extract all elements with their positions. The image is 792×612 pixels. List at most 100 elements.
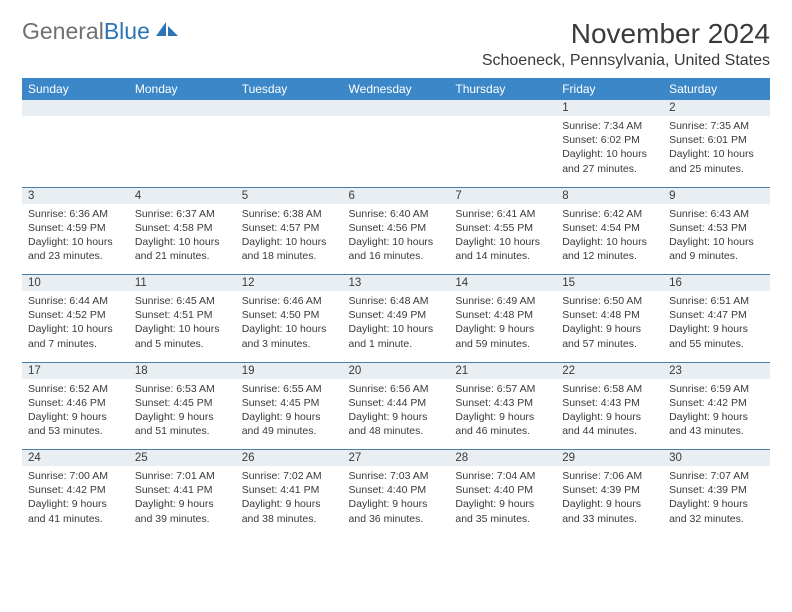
- day-cell: Sunrise: 6:48 AMSunset: 4:49 PMDaylight:…: [343, 291, 450, 362]
- day-line: and 33 minutes.: [562, 512, 657, 526]
- day-line: Daylight: 10 hours: [349, 322, 444, 336]
- day-number: [129, 100, 236, 116]
- day-line: Sunrise: 6:50 AM: [562, 294, 657, 308]
- day-line: and 25 minutes.: [669, 162, 764, 176]
- day-cell: Sunrise: 6:57 AMSunset: 4:43 PMDaylight:…: [449, 379, 556, 450]
- day-cell: Sunrise: 6:42 AMSunset: 4:54 PMDaylight:…: [556, 204, 663, 275]
- day-line: Daylight: 9 hours: [562, 497, 657, 511]
- day-line: Sunrise: 6:56 AM: [349, 382, 444, 396]
- day-line: Sunrise: 6:59 AM: [669, 382, 764, 396]
- day-line: Sunset: 4:57 PM: [242, 221, 337, 235]
- logo-text-2: Blue: [104, 18, 150, 45]
- day-line: Sunrise: 6:58 AM: [562, 382, 657, 396]
- day-line: Daylight: 9 hours: [562, 322, 657, 336]
- day-line: Daylight: 9 hours: [135, 410, 230, 424]
- day-number: 8: [556, 187, 663, 204]
- day-line: Sunrise: 7:01 AM: [135, 469, 230, 483]
- day-cell: Sunrise: 7:01 AMSunset: 4:41 PMDaylight:…: [129, 466, 236, 537]
- day-number: 9: [663, 187, 770, 204]
- day-number: 17: [22, 362, 129, 379]
- calendar-table: SundayMondayTuesdayWednesdayThursdayFrid…: [22, 78, 770, 537]
- header: GeneralBlue November 2024 Schoeneck, Pen…: [22, 18, 770, 70]
- day-line: Daylight: 9 hours: [28, 497, 123, 511]
- day-line: Sunset: 4:50 PM: [242, 308, 337, 322]
- day-line: Sunset: 4:49 PM: [349, 308, 444, 322]
- day-cell: Sunrise: 6:55 AMSunset: 4:45 PMDaylight:…: [236, 379, 343, 450]
- day-line: Sunset: 6:01 PM: [669, 133, 764, 147]
- day-line: Sunset: 4:53 PM: [669, 221, 764, 235]
- day-number: 25: [129, 450, 236, 467]
- day-number: 24: [22, 450, 129, 467]
- day-line: Sunset: 4:40 PM: [349, 483, 444, 497]
- day-line: Daylight: 10 hours: [135, 322, 230, 336]
- day-number: 12: [236, 275, 343, 292]
- day-line: Daylight: 9 hours: [349, 497, 444, 511]
- day-line: Sunset: 4:58 PM: [135, 221, 230, 235]
- day-cell: Sunrise: 7:03 AMSunset: 4:40 PMDaylight:…: [343, 466, 450, 537]
- day-cell: [236, 116, 343, 187]
- day-body-row: Sunrise: 7:00 AMSunset: 4:42 PMDaylight:…: [22, 466, 770, 537]
- day-line: Sunset: 4:42 PM: [669, 396, 764, 410]
- day-line: Sunrise: 6:55 AM: [242, 382, 337, 396]
- day-line: Daylight: 10 hours: [562, 235, 657, 249]
- day-line: Sunset: 4:40 PM: [455, 483, 550, 497]
- day-line: Daylight: 10 hours: [349, 235, 444, 249]
- day-number: 1: [556, 100, 663, 116]
- day-line: Sunset: 4:41 PM: [135, 483, 230, 497]
- day-line: and 32 minutes.: [669, 512, 764, 526]
- day-cell: Sunrise: 6:56 AMSunset: 4:44 PMDaylight:…: [343, 379, 450, 450]
- day-line: Sunset: 4:42 PM: [28, 483, 123, 497]
- day-line: Sunrise: 6:48 AM: [349, 294, 444, 308]
- day-line: Sunset: 4:39 PM: [669, 483, 764, 497]
- day-number: 16: [663, 275, 770, 292]
- day-line: and 5 minutes.: [135, 337, 230, 351]
- weekday-header: Thursday: [449, 78, 556, 100]
- day-cell: Sunrise: 6:44 AMSunset: 4:52 PMDaylight:…: [22, 291, 129, 362]
- day-line: Daylight: 10 hours: [242, 235, 337, 249]
- day-line: Sunset: 4:47 PM: [669, 308, 764, 322]
- day-number: 2: [663, 100, 770, 116]
- day-cell: Sunrise: 6:36 AMSunset: 4:59 PMDaylight:…: [22, 204, 129, 275]
- day-line: Sunrise: 7:03 AM: [349, 469, 444, 483]
- day-line: Sunset: 4:48 PM: [455, 308, 550, 322]
- day-number: 15: [556, 275, 663, 292]
- sail-icon: [154, 17, 180, 44]
- day-line: Daylight: 9 hours: [455, 322, 550, 336]
- day-line: Daylight: 9 hours: [135, 497, 230, 511]
- day-line: and 36 minutes.: [349, 512, 444, 526]
- day-number: 28: [449, 450, 556, 467]
- day-line: Sunset: 4:45 PM: [135, 396, 230, 410]
- day-line: Sunset: 4:41 PM: [242, 483, 337, 497]
- day-line: Sunset: 4:51 PM: [135, 308, 230, 322]
- day-number: 22: [556, 362, 663, 379]
- day-line: Sunrise: 6:57 AM: [455, 382, 550, 396]
- day-line: Daylight: 10 hours: [28, 322, 123, 336]
- day-line: Daylight: 9 hours: [669, 410, 764, 424]
- day-line: Sunset: 4:55 PM: [455, 221, 550, 235]
- day-number: [236, 100, 343, 116]
- day-cell: Sunrise: 6:41 AMSunset: 4:55 PMDaylight:…: [449, 204, 556, 275]
- day-cell: [22, 116, 129, 187]
- day-line: Daylight: 9 hours: [669, 322, 764, 336]
- day-cell: Sunrise: 6:43 AMSunset: 4:53 PMDaylight:…: [663, 204, 770, 275]
- day-line: Daylight: 9 hours: [562, 410, 657, 424]
- day-line: Sunrise: 6:43 AM: [669, 207, 764, 221]
- day-number-row: 10111213141516: [22, 275, 770, 292]
- calendar-body: SundayMondayTuesdayWednesdayThursdayFrid…: [22, 78, 770, 537]
- day-line: Sunset: 4:39 PM: [562, 483, 657, 497]
- day-cell: Sunrise: 6:38 AMSunset: 4:57 PMDaylight:…: [236, 204, 343, 275]
- day-line: Sunset: 4:43 PM: [455, 396, 550, 410]
- day-cell: Sunrise: 6:50 AMSunset: 4:48 PMDaylight:…: [556, 291, 663, 362]
- day-line: Daylight: 9 hours: [455, 497, 550, 511]
- day-line: Sunset: 4:52 PM: [28, 308, 123, 322]
- day-line: and 44 minutes.: [562, 424, 657, 438]
- day-body-row: Sunrise: 6:36 AMSunset: 4:59 PMDaylight:…: [22, 204, 770, 275]
- day-line: Sunrise: 7:07 AM: [669, 469, 764, 483]
- weekday-header: Monday: [129, 78, 236, 100]
- day-line: and 48 minutes.: [349, 424, 444, 438]
- day-number-row: 3456789: [22, 187, 770, 204]
- day-number-row: 17181920212223: [22, 362, 770, 379]
- day-line: Sunset: 4:45 PM: [242, 396, 337, 410]
- day-body-row: Sunrise: 6:52 AMSunset: 4:46 PMDaylight:…: [22, 379, 770, 450]
- day-line: Daylight: 10 hours: [669, 147, 764, 161]
